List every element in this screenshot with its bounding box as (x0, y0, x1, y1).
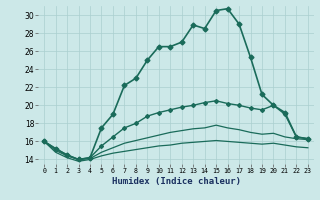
X-axis label: Humidex (Indice chaleur): Humidex (Indice chaleur) (111, 177, 241, 186)
